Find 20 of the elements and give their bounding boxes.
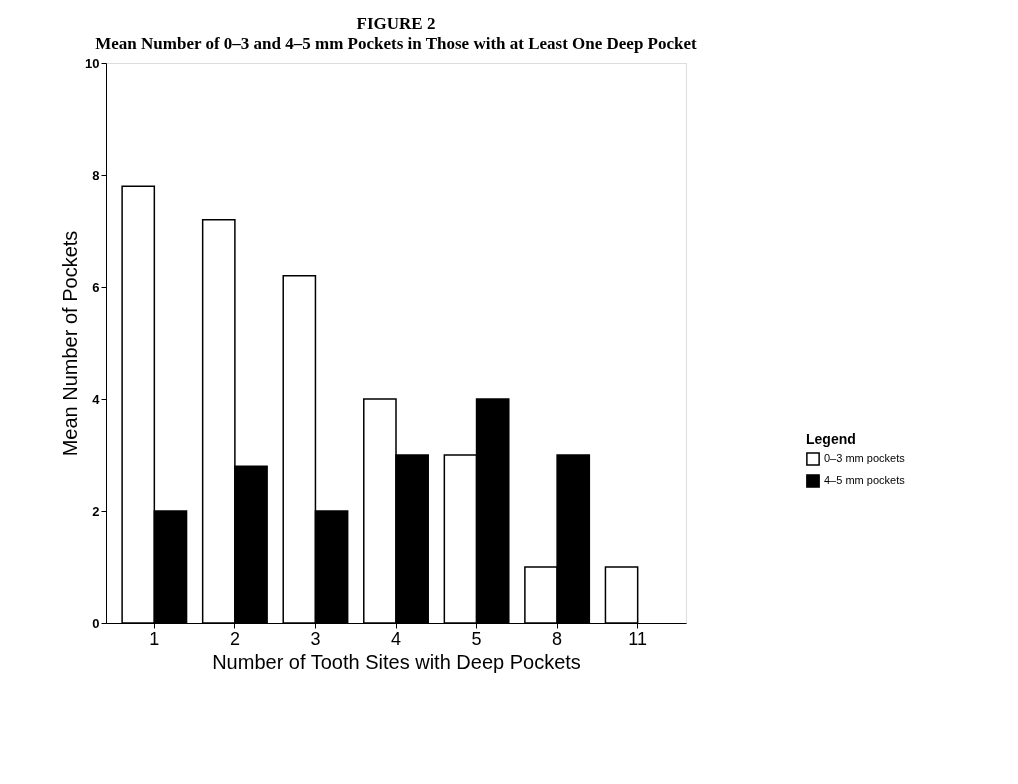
chart-subtitle: Mean Number of 0–3 and 4–5 mm Pockets in Those with at Least One Deep Pocket [95, 34, 698, 53]
x-tick-label: 5 [471, 628, 482, 649]
legend-title: Legend [806, 431, 856, 447]
chart-title: FIGURE 2 [356, 14, 436, 33]
y-tick-label: 6 [92, 279, 100, 295]
y-tick-label: 4 [92, 391, 101, 407]
legend-label: 0–3 mm pockets [824, 452, 906, 464]
x-tick-label: 8 [552, 628, 563, 649]
y-tick-label: 10 [85, 55, 100, 71]
x-tick-label: 2 [229, 628, 240, 649]
y-tick-label: 8 [92, 167, 100, 183]
x-tick-label: 4 [390, 628, 402, 649]
y-tick-label: 2 [92, 503, 100, 519]
x-axis-title: Number of Tooth Sites with Deep Pockets [212, 650, 581, 673]
x-tick-label: 11 [628, 628, 648, 649]
y-axis-title: Mean Number of Pockets [59, 230, 82, 457]
x-tick-label: 1 [149, 628, 160, 649]
y-tick-label: 0 [92, 615, 100, 631]
x-tick-label: 3 [310, 628, 321, 649]
legend-label: 4–5 mm pockets [824, 474, 906, 486]
